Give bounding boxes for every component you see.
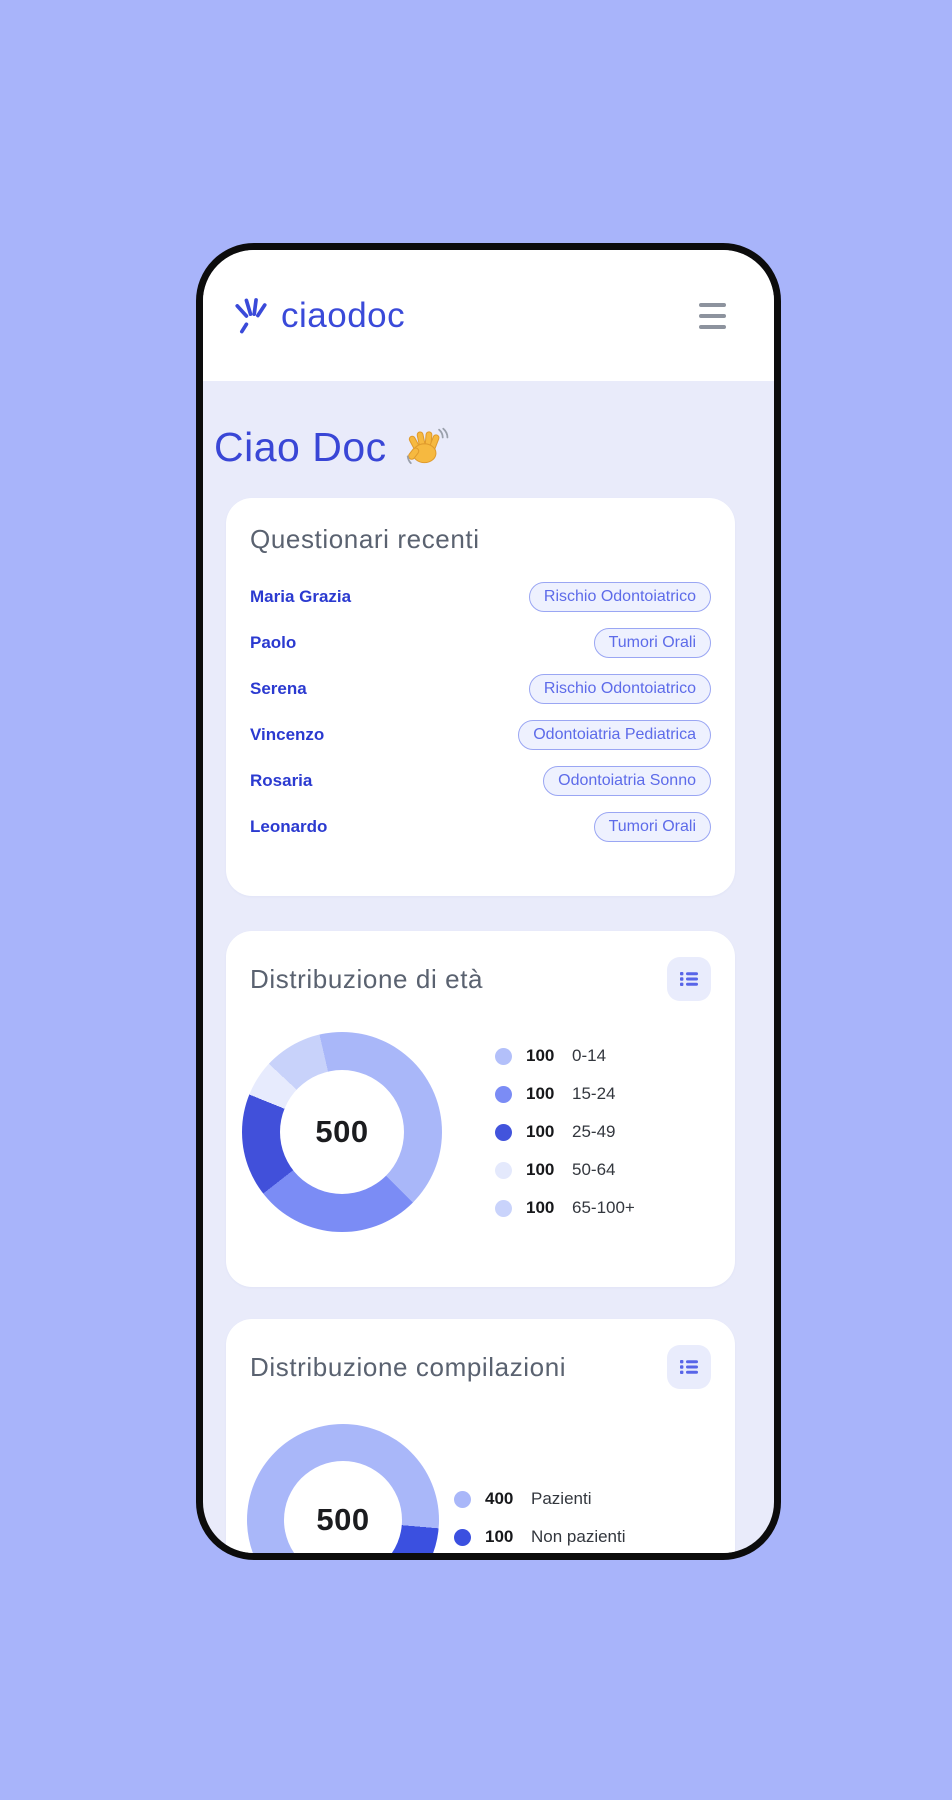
recent-card-title: Questionari recenti [250, 524, 480, 554]
questionnaire-tag[interactable]: Tumori Orali [593, 812, 711, 842]
legend-item: 100 0-14 [495, 1046, 635, 1066]
legend-value: 100 [526, 1160, 555, 1179]
legend-dot-icon [495, 1085, 512, 1103]
legend-item: 100 50-64 [495, 1160, 635, 1180]
compilations-card-title: Distribuzione compilazioni [250, 1351, 567, 1382]
age-legend: 100 0-14 100 15-24 100 25-49 [495, 1046, 635, 1218]
list-item[interactable]: Paolo Tumori Orali [250, 627, 711, 659]
app-header: ciaodoc [203, 250, 774, 381]
patient-name[interactable]: Leonardo [250, 817, 328, 836]
compilations-donut-total: 500 [316, 1502, 370, 1537]
compilations-donut-hole: 500 [284, 1461, 402, 1553]
waving-hand-emoji [406, 427, 448, 464]
questionnaire-tag[interactable]: Odontoiatria Pediatrica [518, 720, 711, 750]
recent-list: Maria Grazia Rischio Odontoiatrico Paolo… [250, 581, 711, 843]
legend-label: 50-64 [572, 1160, 616, 1179]
list-item[interactable]: Leonardo Tumori Orali [250, 811, 711, 843]
age-donut: 500 [242, 1032, 442, 1232]
legend-value: 100 [526, 1198, 555, 1217]
main-content: Ciao Doc Questionari recenti [203, 424, 774, 1553]
app-logo: ciaodoc [229, 294, 405, 338]
phone-frame: ciaodoc Ciao Doc [196, 243, 781, 1560]
legend-dot-icon [454, 1528, 471, 1546]
legend-value: 100 [526, 1084, 555, 1103]
recent-questionnaires-card: Questionari recenti Maria Grazia Rischio… [226, 498, 735, 896]
legend-item: 100 65-100+ [495, 1198, 635, 1218]
list-item[interactable]: Rosaria Odontoiatria Sonno [250, 765, 711, 797]
list-item[interactable]: Serena Rischio Odontoiatrico [250, 673, 711, 705]
patient-name[interactable]: Rosaria [250, 771, 313, 790]
list-item[interactable]: Vincenzo Odontoiatria Pediatrica [250, 719, 711, 751]
patient-name[interactable]: Serena [250, 679, 307, 698]
legend-label: 25-49 [572, 1122, 616, 1141]
questionnaire-tag[interactable]: Odontoiatria Sonno [543, 766, 711, 796]
legend-label: 0-14 [572, 1046, 607, 1065]
legend-value: 100 [485, 1527, 514, 1546]
patient-name[interactable]: Vincenzo [250, 725, 325, 744]
legend-label: Pazienti [531, 1489, 592, 1508]
ciaodoc-hand-logo-icon [235, 297, 267, 333]
age-donut-chart: 500 100 0-14 100 15-24 [242, 1032, 711, 1232]
legend-dot-icon [495, 1123, 512, 1141]
legend-value: 400 [485, 1489, 514, 1508]
questionnaire-tag[interactable]: Tumori Orali [593, 628, 711, 658]
legend-item: 400 Pazienti [454, 1489, 626, 1509]
legend-item: 100 15-24 [495, 1084, 635, 1104]
legend-dot-icon [495, 1161, 512, 1179]
legend-item: 100 25-49 [495, 1122, 635, 1142]
compilations-donut-chart: 500 400 Pazienti 100 Non pazienti [247, 1420, 711, 1553]
legend-label: Non pazienti [531, 1527, 626, 1546]
list-icon [680, 1360, 698, 1374]
list-item[interactable]: Maria Grazia Rischio Odontoiatrico [250, 581, 711, 613]
questionnaire-tag[interactable]: Rischio Odontoiatrico [528, 674, 711, 704]
age-card-title: Distribuzione di età [250, 963, 484, 994]
age-donut-hole: 500 [280, 1070, 404, 1194]
page-title: Ciao Doc [214, 424, 774, 471]
greeting-text: Ciao Doc [214, 424, 387, 470]
logo-text: ciaodoc [281, 295, 406, 335]
legend-value: 100 [526, 1046, 555, 1065]
legend-dot-icon [495, 1199, 512, 1217]
legend-value: 100 [526, 1122, 555, 1141]
compilations-legend: 400 Pazienti 100 Non pazienti [454, 1489, 626, 1547]
compilations-donut: 500 [247, 1424, 439, 1553]
patient-name[interactable]: Paolo [250, 633, 297, 652]
patient-name[interactable]: Maria Grazia [250, 587, 352, 606]
questionnaire-tag[interactable]: Rischio Odontoiatrico [528, 582, 711, 612]
age-card-list-button[interactable] [667, 957, 711, 1001]
legend-label: 15-24 [572, 1084, 616, 1103]
legend-label: 65-100+ [572, 1198, 635, 1217]
legend-item: 100 Non pazienti [454, 1527, 626, 1547]
list-icon [680, 972, 698, 986]
legend-dot-icon [495, 1047, 512, 1065]
hamburger-menu-icon[interactable] [695, 299, 730, 333]
legend-dot-icon [454, 1490, 471, 1508]
age-donut-total: 500 [315, 1114, 369, 1149]
compilations-distribution-card: Distribuzione compilazioni [226, 1319, 735, 1553]
compilations-card-list-button[interactable] [667, 1345, 711, 1389]
age-distribution-card: Distribuzione di età [226, 931, 735, 1287]
